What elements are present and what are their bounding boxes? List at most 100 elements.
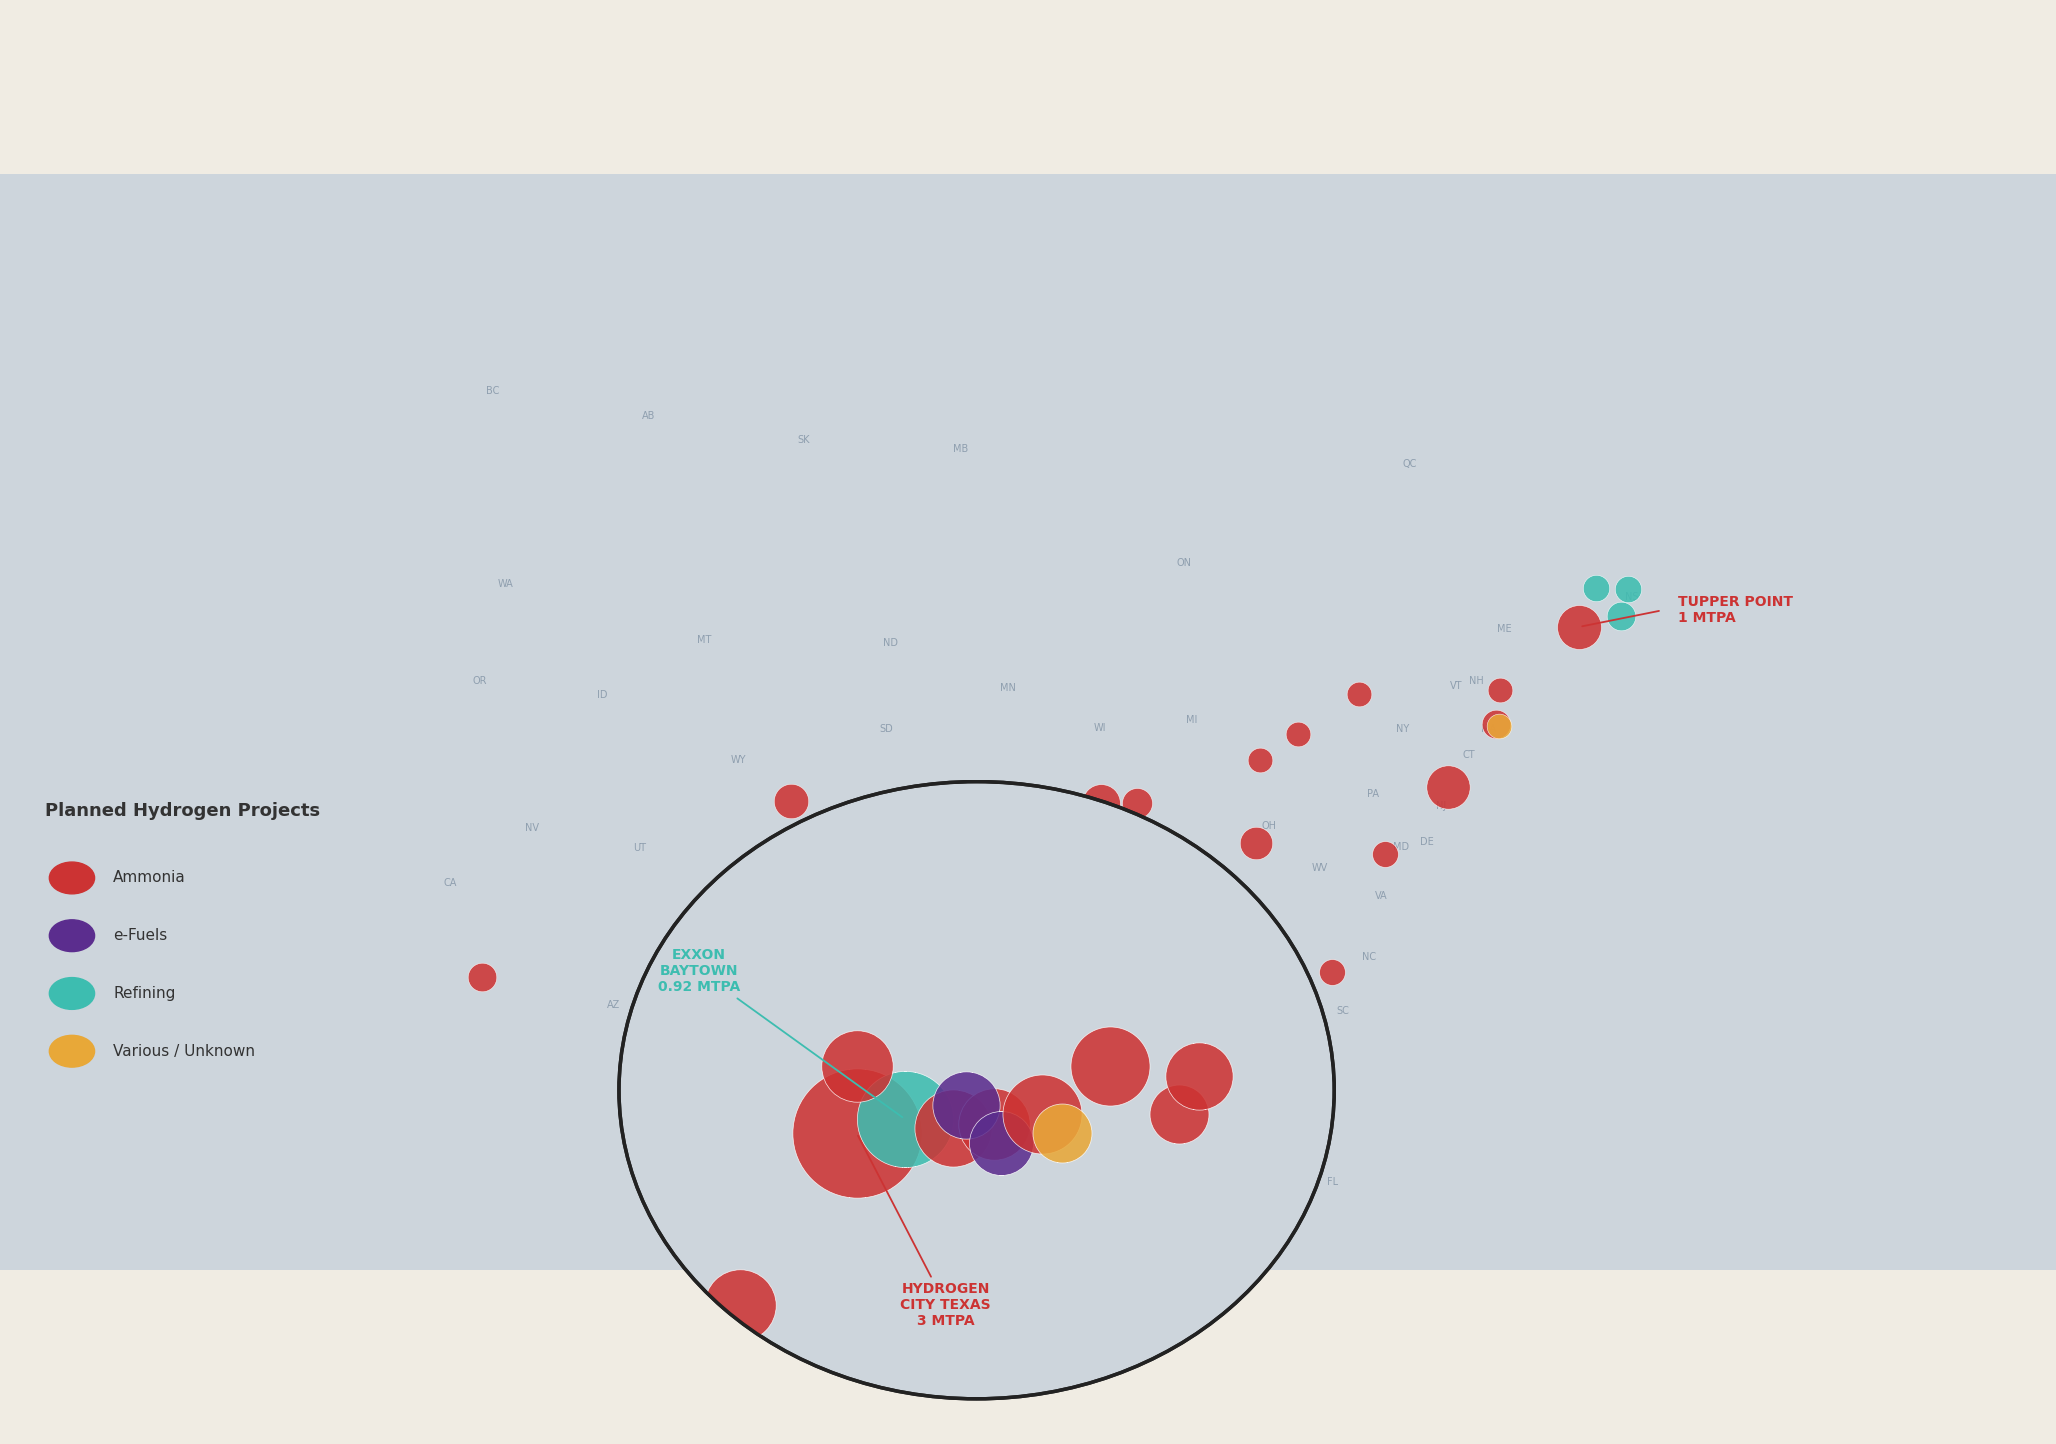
Text: CT: CT <box>1462 749 1476 760</box>
Text: WI: WI <box>1094 722 1106 732</box>
Point <box>1014 1135 1047 1158</box>
Text: HYDROGEN
CITY TEXAS
3 MTPA: HYDROGEN CITY TEXAS 3 MTPA <box>857 1135 991 1328</box>
Text: OK: OK <box>948 986 962 996</box>
Text: MB: MB <box>952 445 968 455</box>
Text: NE: NE <box>896 812 911 822</box>
Point <box>935 1116 968 1139</box>
Text: ON: ON <box>1176 557 1190 567</box>
Text: FL: FL <box>1326 1177 1338 1187</box>
Point <box>1367 842 1400 865</box>
Point <box>1316 960 1349 983</box>
Point <box>1343 682 1375 705</box>
Point <box>1182 1064 1215 1087</box>
Text: NM: NM <box>736 1004 752 1014</box>
Point <box>1084 791 1116 814</box>
Text: SK: SK <box>798 435 810 445</box>
Point <box>950 1093 983 1116</box>
Text: BC: BC <box>485 386 500 396</box>
Text: MO: MO <box>1059 898 1075 908</box>
Point <box>1055 888 1088 911</box>
Text: PA: PA <box>1367 788 1380 799</box>
Text: NV: NV <box>524 823 539 833</box>
Text: AZ: AZ <box>607 1001 621 1011</box>
Text: QC: QC <box>1402 459 1417 469</box>
Text: IA: IA <box>1026 799 1036 807</box>
Point <box>1604 604 1637 627</box>
Point <box>1240 832 1273 855</box>
Point <box>724 1294 757 1317</box>
Point <box>1090 1135 1123 1158</box>
Point <box>1484 679 1517 702</box>
Text: MI: MI <box>1186 715 1197 725</box>
Text: Ammonia: Ammonia <box>113 871 185 885</box>
Text: SC: SC <box>1336 1006 1349 1017</box>
Text: AB: AB <box>641 412 656 422</box>
Text: NC: NC <box>1363 952 1378 962</box>
Text: LA: LA <box>1081 1115 1094 1123</box>
Text: CO: CO <box>761 875 775 885</box>
Point <box>755 1077 787 1100</box>
Point <box>1612 578 1645 601</box>
Point <box>1563 615 1595 638</box>
Text: ID: ID <box>598 690 609 700</box>
Point <box>841 1122 874 1145</box>
Text: Planned Hydrogen Projects: Planned Hydrogen Projects <box>45 801 321 820</box>
Text: NY: NY <box>1396 723 1408 734</box>
Text: MA: MA <box>1480 723 1497 734</box>
Text: IL: IL <box>1114 852 1125 862</box>
Circle shape <box>619 781 1334 1399</box>
Point <box>1482 715 1515 738</box>
Point <box>985 1131 1018 1154</box>
Text: TX: TX <box>898 1102 911 1112</box>
Text: OR: OR <box>473 676 487 686</box>
Text: Refining: Refining <box>113 986 175 1001</box>
Text: WV: WV <box>1312 864 1328 874</box>
Text: UT: UT <box>633 843 646 853</box>
Point <box>1047 1122 1079 1145</box>
Point <box>1040 1138 1073 1161</box>
Point <box>1431 775 1464 799</box>
Text: VT: VT <box>1449 682 1462 692</box>
Point <box>931 1196 964 1219</box>
Text: GA: GA <box>1271 1054 1285 1064</box>
Point <box>1244 749 1277 773</box>
Point <box>1162 1103 1195 1126</box>
Point <box>1024 1141 1057 1164</box>
Point <box>975 1145 1007 1168</box>
Text: NH: NH <box>1468 676 1484 686</box>
Text: VA: VA <box>1375 891 1388 901</box>
Point <box>1094 1054 1127 1077</box>
Point <box>977 791 1009 814</box>
Text: KY: KY <box>1219 914 1232 924</box>
Text: AL: AL <box>1199 1054 1211 1063</box>
Text: CA: CA <box>444 878 456 888</box>
Point <box>931 917 964 940</box>
Text: MD: MD <box>1394 842 1408 852</box>
Text: MS: MS <box>1127 1069 1141 1079</box>
Point <box>1049 1144 1081 1167</box>
Text: EXXON
BAYTOWN
0.92 MTPA: EXXON BAYTOWN 0.92 MTPA <box>658 947 903 1118</box>
Text: TN: TN <box>1203 969 1215 979</box>
Point <box>888 1108 921 1131</box>
Text: MT: MT <box>697 634 711 644</box>
Text: KS: KS <box>917 900 929 910</box>
Point <box>1026 1147 1059 1170</box>
Point <box>1121 791 1153 814</box>
Text: SD: SD <box>880 725 892 735</box>
Point <box>1065 1122 1098 1145</box>
Text: OH: OH <box>1262 822 1277 832</box>
Point <box>1579 576 1612 599</box>
Text: NJ: NJ <box>1437 801 1447 812</box>
Text: DE: DE <box>1421 836 1435 846</box>
Polygon shape <box>0 175 2056 1269</box>
Text: AR: AR <box>1053 1005 1067 1015</box>
Point <box>1281 722 1314 745</box>
Point <box>1026 1103 1059 1126</box>
Text: Various / Unknown: Various / Unknown <box>113 1044 255 1058</box>
Point <box>975 1125 1007 1148</box>
Point <box>775 790 808 813</box>
Point <box>467 965 500 988</box>
Text: e-Fuels: e-Fuels <box>113 928 167 943</box>
Text: WY: WY <box>730 755 746 765</box>
Point <box>977 1112 1009 1135</box>
